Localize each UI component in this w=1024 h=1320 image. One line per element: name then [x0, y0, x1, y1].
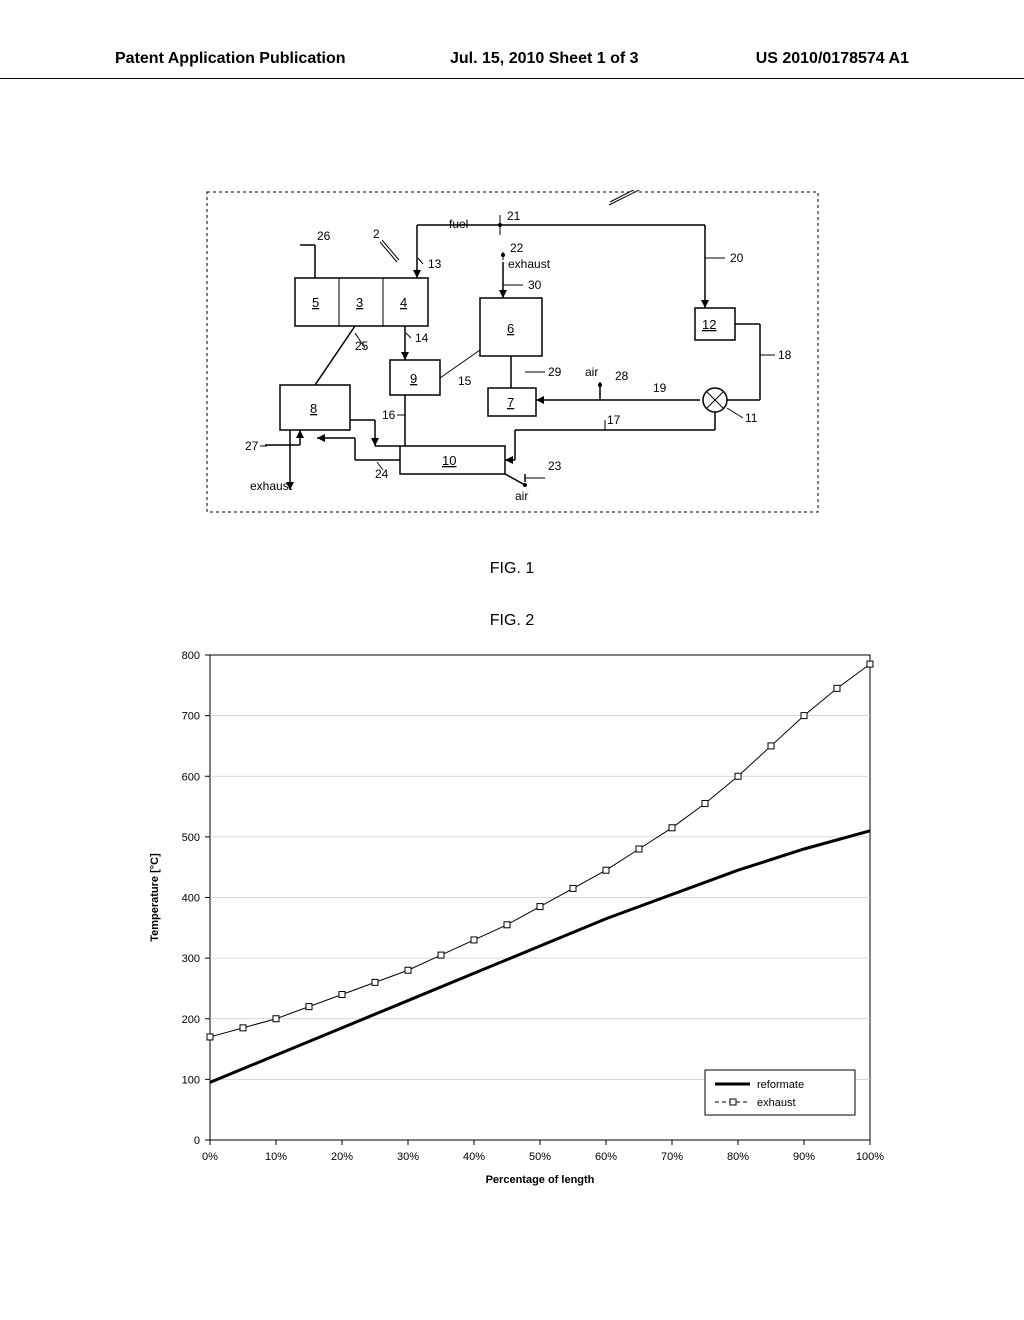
num-15: 15: [458, 374, 472, 388]
exhaust-marker: [669, 825, 675, 831]
xtick-label: 70%: [661, 1151, 683, 1163]
page-header: Patent Application Publication Jul. 15, …: [0, 48, 1024, 79]
num-22: 22: [510, 241, 524, 255]
exhaust-marker: [735, 773, 741, 779]
num-10: 10: [442, 453, 456, 468]
exhaust-marker: [306, 1004, 312, 1010]
xtick-label: 40%: [463, 1151, 485, 1163]
figure-2-svg: 0 100 200 300 400 500 600 700 800 0% 10% 20% 30% 40% 5…: [140, 645, 890, 1195]
exhaust-marker: [207, 1034, 213, 1040]
num-6: 6: [507, 321, 514, 336]
figure-1: 1 fuel 21 20 2 26: [205, 190, 820, 540]
num-28: 28: [615, 369, 629, 383]
exhaust-marker: [504, 922, 510, 928]
ytick-label: 700: [182, 711, 200, 723]
exhaust-marker: [867, 661, 873, 667]
exhaust-marker: [702, 801, 708, 807]
num-16: 16: [382, 408, 396, 422]
num-27: 27: [245, 439, 259, 453]
xlabel: Percentage of length: [486, 1174, 595, 1186]
exhaust-marker: [570, 885, 576, 891]
figure-2: 0 100 200 300 400 500 600 700 800 0% 10% 20% 30% 40% 5…: [140, 645, 890, 1195]
ytick-label: 0: [194, 1135, 200, 1147]
exhaust-marker: [768, 743, 774, 749]
label-fuel: fuel: [449, 217, 468, 231]
exhaust-marker: [834, 685, 840, 691]
exhaust-marker: [240, 1025, 246, 1031]
figure-2-caption: FIG. 2: [0, 612, 1024, 630]
num-9: 9: [410, 371, 417, 386]
num-20: 20: [730, 251, 744, 265]
header-mid: Jul. 15, 2010 Sheet 1 of 3: [450, 50, 639, 68]
xtick-label: 10%: [265, 1151, 287, 1163]
xtick-label: 20%: [331, 1151, 353, 1163]
ytick-label: 400: [182, 893, 200, 905]
header-right: US 2010/0178574 A1: [756, 50, 909, 68]
num-25: 25: [355, 339, 369, 353]
num-13: 13: [428, 257, 442, 271]
label-exhaust-bot: exhaust: [250, 479, 293, 493]
legend-label-reformate: reformate: [757, 1079, 804, 1091]
exhaust-marker: [339, 992, 345, 998]
num-30: 30: [528, 278, 542, 292]
exhaust-marker: [372, 979, 378, 985]
label-air-bot: air: [515, 489, 528, 503]
num-14: 14: [415, 331, 429, 345]
ytick-label: 800: [182, 650, 200, 662]
ytick-label: 200: [182, 1014, 200, 1026]
num-19: 19: [653, 381, 667, 395]
num-5: 5: [312, 295, 319, 310]
num-11: 11: [745, 411, 758, 425]
exhaust-marker: [438, 952, 444, 958]
num-3: 3: [356, 295, 363, 310]
num-18: 18: [778, 348, 792, 362]
exhaust-marker: [273, 1016, 279, 1022]
num-12: 12: [702, 317, 716, 332]
num-2: 2: [373, 227, 380, 241]
num-1: 1: [653, 190, 660, 193]
exhaust-marker: [471, 937, 477, 943]
num-21: 21: [507, 209, 521, 223]
xtick-label: 50%: [529, 1151, 551, 1163]
page: Patent Application Publication Jul. 15, …: [0, 0, 1024, 1320]
exhaust-marker: [603, 867, 609, 873]
legend-label-exhaust: exhaust: [757, 1097, 796, 1109]
exhaust-marker: [405, 967, 411, 973]
ylabel: Temperature [°C]: [149, 853, 161, 942]
exhaust-marker: [801, 713, 807, 719]
xtick-label: 60%: [595, 1151, 617, 1163]
xtick-label: 0%: [202, 1151, 218, 1163]
figure-1-caption: FIG. 1: [0, 560, 1024, 578]
ytick-label: 100: [182, 1074, 200, 1086]
label-exhaust-top: exhaust: [508, 257, 551, 271]
xtick-label: 90%: [793, 1151, 815, 1163]
system-boundary: [207, 192, 818, 512]
num-17: 17: [607, 413, 621, 427]
exhaust-marker: [537, 904, 543, 910]
num-23: 23: [548, 459, 562, 473]
label-air-mid: air: [585, 365, 598, 379]
num-26: 26: [317, 229, 331, 243]
exhaust-marker: [636, 846, 642, 852]
num-7: 7: [507, 395, 514, 410]
figure-1-svg: 1 fuel 21 20 2 26: [205, 190, 820, 540]
num-4: 4: [400, 295, 407, 310]
xtick-label: 80%: [727, 1151, 749, 1163]
ytick-label: 300: [182, 953, 200, 965]
ytick-label: 500: [182, 832, 200, 844]
num-29: 29: [548, 365, 562, 379]
num-8: 8: [310, 401, 317, 416]
xtick-label: 30%: [397, 1151, 419, 1163]
legend-marker-exhaust: [730, 1099, 736, 1105]
xtick-label: 100%: [856, 1151, 884, 1163]
header-left: Patent Application Publication: [115, 50, 346, 68]
ytick-label: 600: [182, 771, 200, 783]
